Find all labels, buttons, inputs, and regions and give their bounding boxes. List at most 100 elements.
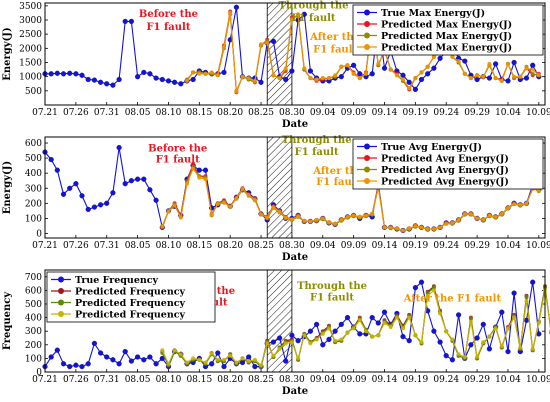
x-axis-label: Date bbox=[282, 386, 308, 397]
data-point bbox=[499, 344, 504, 349]
annotation: Before the bbox=[148, 143, 207, 154]
data-point bbox=[338, 321, 344, 328]
data-point bbox=[339, 337, 344, 342]
data-point bbox=[524, 201, 529, 206]
data-point bbox=[308, 219, 313, 224]
data-point bbox=[493, 214, 498, 219]
y-tick-label: 700 bbox=[25, 273, 42, 283]
data-point bbox=[122, 181, 128, 187]
x-tick-label: 10.04 bbox=[495, 241, 521, 251]
data-point bbox=[413, 223, 418, 228]
data-point bbox=[259, 212, 263, 217]
data-point bbox=[178, 215, 183, 220]
data-point bbox=[283, 76, 289, 83]
data-point bbox=[222, 357, 226, 362]
data-point bbox=[289, 18, 294, 22]
data-point bbox=[135, 354, 141, 360]
data-point bbox=[307, 68, 314, 74]
x-tick-label: 07.21 bbox=[32, 108, 58, 118]
data-point bbox=[307, 328, 314, 334]
legend-label: Predicted Max Energy(J) bbox=[381, 31, 512, 42]
data-point bbox=[196, 167, 202, 173]
data-point bbox=[203, 177, 208, 182]
data-point bbox=[277, 209, 282, 214]
data-point bbox=[394, 315, 399, 320]
data-point bbox=[252, 357, 257, 362]
y-axis-label: Energy(J) bbox=[2, 27, 13, 81]
data-point bbox=[364, 213, 368, 218]
data-point bbox=[506, 205, 510, 210]
data-point bbox=[234, 196, 239, 201]
data-point bbox=[79, 72, 85, 78]
data-point bbox=[234, 89, 239, 94]
y-tick-label: 200 bbox=[25, 341, 42, 351]
panel-max-energy: 500 1000 1500 2000 2500 3000 3500 07.21 07.26 07.… bbox=[2, 1, 550, 130]
data-point bbox=[110, 82, 116, 88]
data-point bbox=[190, 76, 196, 83]
data-point bbox=[116, 76, 122, 83]
data-point bbox=[283, 66, 288, 71]
legend-box bbox=[352, 138, 544, 190]
data-point bbox=[506, 61, 510, 66]
data-point bbox=[425, 71, 431, 77]
data-point bbox=[381, 65, 388, 71]
data-point bbox=[338, 74, 344, 80]
data-point bbox=[79, 364, 85, 370]
data-point bbox=[91, 204, 98, 210]
x-tick-label: 08.05 bbox=[125, 375, 151, 385]
y-tick-label: 1000 bbox=[19, 73, 42, 83]
data-point bbox=[215, 202, 220, 207]
data-point bbox=[215, 73, 220, 78]
data-point bbox=[302, 333, 307, 338]
data-point bbox=[246, 359, 251, 364]
data-point bbox=[283, 341, 288, 346]
data-point bbox=[203, 360, 208, 365]
data-point bbox=[270, 339, 277, 345]
data-point bbox=[54, 167, 60, 173]
data-point bbox=[369, 315, 375, 321]
data-point bbox=[419, 340, 424, 345]
data-point bbox=[320, 76, 325, 81]
y-tick-label: 200 bbox=[25, 199, 42, 209]
data-point bbox=[505, 349, 511, 355]
data-point bbox=[296, 356, 301, 361]
data-point bbox=[388, 67, 393, 72]
data-point bbox=[530, 71, 535, 76]
data-point bbox=[412, 86, 419, 93]
data-point bbox=[536, 73, 541, 78]
data-point bbox=[407, 86, 412, 90]
fault-band bbox=[266, 269, 293, 373]
data-point bbox=[73, 71, 79, 77]
data-point bbox=[91, 77, 98, 83]
data-point bbox=[438, 311, 443, 316]
y-tick-label: 400 bbox=[25, 169, 42, 179]
x-tick-label: 07.31 bbox=[94, 375, 120, 385]
legend-label: Predicted Avg Energy(J) bbox=[381, 153, 509, 164]
data-point bbox=[67, 364, 73, 370]
data-point bbox=[85, 361, 91, 367]
data-point bbox=[271, 73, 276, 78]
data-point bbox=[493, 61, 499, 67]
data-point bbox=[505, 78, 511, 84]
y-axis-label: Energy(J) bbox=[2, 161, 13, 215]
x-tick-label: 09.29 bbox=[464, 108, 490, 118]
panel-frequency: 0 100 200 300 400 500 600 700 07.21 07.26 07.31 08.… bbox=[2, 269, 550, 397]
data-point bbox=[481, 340, 486, 345]
data-point bbox=[425, 293, 430, 298]
data-point bbox=[79, 193, 85, 199]
y-axis-label: Frequency bbox=[2, 291, 13, 351]
x-tick-label: 09.14 bbox=[372, 375, 398, 385]
plot-frame bbox=[44, 136, 546, 239]
data-point bbox=[499, 78, 504, 83]
data-point bbox=[530, 67, 535, 72]
legend-marker bbox=[58, 276, 64, 283]
data-point bbox=[320, 331, 325, 336]
x-tick-label: 10.04 bbox=[495, 375, 521, 385]
data-point bbox=[283, 215, 288, 220]
data-point bbox=[289, 340, 294, 345]
data-point bbox=[209, 351, 214, 355]
x-tick-label: 09.19 bbox=[402, 375, 428, 385]
data-point bbox=[369, 71, 375, 77]
legend-marker bbox=[58, 299, 64, 306]
data-point bbox=[240, 356, 245, 361]
